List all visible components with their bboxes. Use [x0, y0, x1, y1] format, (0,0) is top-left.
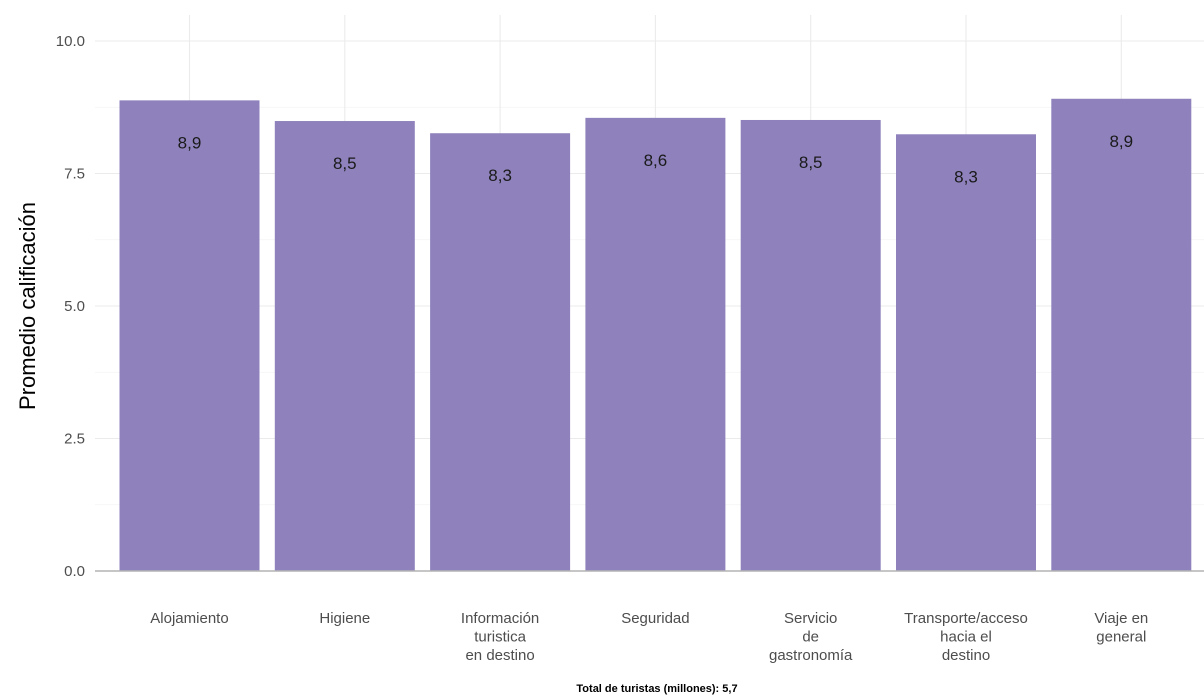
- y-tick-label: 5.0: [64, 298, 85, 315]
- bar-2: [430, 133, 571, 571]
- x-tick-label-line: turistica: [474, 629, 526, 646]
- bar-5: [896, 134, 1036, 571]
- x-tick-label-line: general: [1096, 629, 1146, 646]
- data-label-5: 8,3: [954, 167, 978, 186]
- x-tick-label-line: Alojamiento: [150, 610, 228, 627]
- data-label-4: 8,5: [799, 153, 823, 172]
- bar-1: [274, 121, 415, 571]
- data-label-0: 8,9: [178, 133, 202, 152]
- bar-0: [119, 100, 260, 572]
- x-tick-label-line: Información: [461, 610, 539, 627]
- y-tick-label: 7.5: [64, 166, 85, 183]
- x-tick-label: Transporte/acceso hacia el destino: [904, 610, 1028, 664]
- bar-6: [1051, 98, 1192, 572]
- x-tick-label: Seguridad: [621, 610, 689, 627]
- data-label-1: 8,5: [333, 154, 357, 173]
- bar-layer: [119, 98, 1192, 572]
- data-label-3: 8,6: [644, 151, 668, 170]
- y-axis-title: Promedio calificación: [15, 202, 40, 410]
- x-tick-label-line: destino: [942, 647, 990, 664]
- x-tick-label: Información turistica en destino: [461, 610, 539, 664]
- x-tick-label: Viaje en general: [1094, 610, 1148, 646]
- bar-3: [585, 117, 726, 571]
- data-label-6: 8,9: [1109, 132, 1133, 151]
- x-tick-label: Servicio de gastronomía: [769, 610, 853, 664]
- value-label-layer: 8,9 8,5 8,3 8,6 8,5 8,3 8,9: [178, 132, 1133, 187]
- x-tick-label-line: Transporte/acceso: [904, 610, 1028, 627]
- x-tick-label-line: gastronomía: [769, 647, 853, 664]
- x-tick-label: Alojamiento: [150, 610, 228, 627]
- x-tick-label-line: de: [802, 629, 819, 646]
- x-tick-label-line: en destino: [465, 647, 534, 664]
- x-tick-label-line: Seguridad: [621, 610, 689, 627]
- y-tick-label: 10.0: [56, 33, 85, 50]
- x-tick-label-line: Viaje en: [1094, 610, 1148, 627]
- data-label-2: 8,3: [488, 166, 512, 185]
- chart-caption: Total de turistas (millones): 5,7: [576, 683, 737, 695]
- x-tick-labels: Alojamiento Higiene Información turistica en…: [150, 610, 1148, 664]
- y-tick-label: 2.5: [64, 431, 85, 448]
- bar-4: [740, 119, 881, 571]
- y-tick-label: 0.0: [64, 563, 85, 580]
- x-tick-label-line: hacia el: [940, 629, 992, 646]
- y-tick-labels: 0.0 2.5 5.0 7.5 10.0: [56, 33, 85, 580]
- x-tick-label-line: Higiene: [319, 610, 370, 627]
- x-tick-label-line: Servicio: [784, 610, 837, 627]
- x-tick-label: Higiene: [319, 610, 370, 627]
